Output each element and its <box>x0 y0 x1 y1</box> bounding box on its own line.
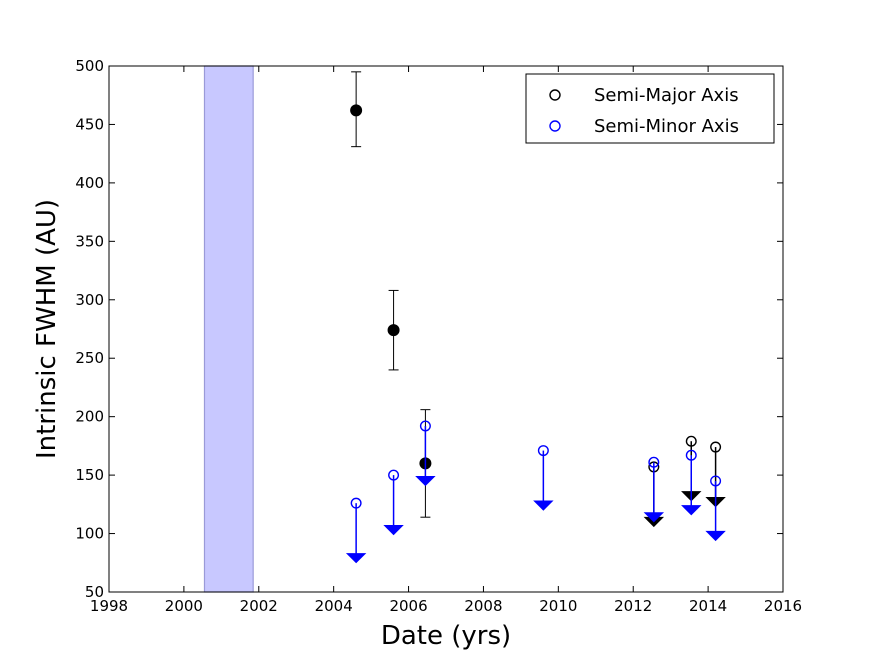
x-tick-label: 2006 <box>389 597 427 615</box>
y-axis-title: Intrinsic FWHM (AU) <box>32 199 62 459</box>
x-tick-label: 2010 <box>539 597 577 615</box>
y-tick-label: 200 <box>75 408 104 426</box>
x-axis-title: Date (yrs) <box>381 621 511 651</box>
semi-minor-limit-circle <box>685 449 697 461</box>
legend-marker-semi-minor <box>549 120 561 132</box>
x-tick-label: 2004 <box>315 597 353 615</box>
shaded-time-band <box>203 65 254 593</box>
y-tick-label: 150 <box>75 466 104 484</box>
x-tick-label: 1998 <box>90 597 128 615</box>
data-marks-layer <box>345 71 726 564</box>
axis-ticks-layer: 1998 2000 2002 2004 2006 2008 2010 2012 2014 2016… <box>75 57 802 615</box>
semi-major-limit-circle <box>710 441 722 453</box>
legend-box <box>525 73 775 144</box>
legend-label-semi-major: Semi-Major Axis <box>594 85 739 106</box>
x-tick-label: 2008 <box>464 597 502 615</box>
x-tick-label: 2014 <box>689 597 727 615</box>
semi-minor-limit-circle <box>648 456 660 468</box>
semi-minor-limit-circle <box>388 469 400 481</box>
plot-frame <box>108 65 784 593</box>
y-tick-label: 500 <box>75 57 104 75</box>
semi-major-point <box>350 104 363 117</box>
semi-minor-limit-circle <box>419 420 431 432</box>
x-tick-label: 2000 <box>165 597 203 615</box>
x-tick-label: 2016 <box>764 597 802 615</box>
y-tick-label: 400 <box>75 174 104 192</box>
y-tick-label: 350 <box>75 232 104 250</box>
x-tick-label: 2012 <box>614 597 652 615</box>
semi-minor-upper-limit-arrow <box>533 500 554 511</box>
legend-marker-semi-major <box>549 89 561 101</box>
semi-minor-limit-circle <box>350 497 362 509</box>
semi-major-point <box>387 324 400 337</box>
y-tick-label: 300 <box>75 291 104 309</box>
y-tick-label: 250 <box>75 349 104 367</box>
semi-minor-upper-limit-arrow <box>705 530 726 542</box>
x-tick-label: 2002 <box>240 597 278 615</box>
y-tick-label: 100 <box>75 525 104 543</box>
semi-minor-upper-limit-arrow <box>643 512 665 523</box>
semi-minor-upper-limit-arrow <box>383 525 404 536</box>
semi-minor-limit-circle <box>710 475 722 487</box>
semi-minor-upper-limit-arrow <box>345 553 367 564</box>
legend: Semi-Major Axis Semi-Minor Axis <box>525 73 775 144</box>
semi-minor-limit-circle <box>537 445 549 457</box>
y-tick-label: 50 <box>85 583 104 601</box>
semi-major-limit-circle <box>685 435 697 447</box>
y-tick-label: 450 <box>75 115 104 133</box>
semi-minor-upper-limit-arrow <box>415 475 436 487</box>
legend-label-semi-minor: Semi-Minor Axis <box>594 116 739 137</box>
shaded-region-layer <box>203 65 254 593</box>
semi-minor-upper-limit-arrow <box>681 505 702 516</box>
